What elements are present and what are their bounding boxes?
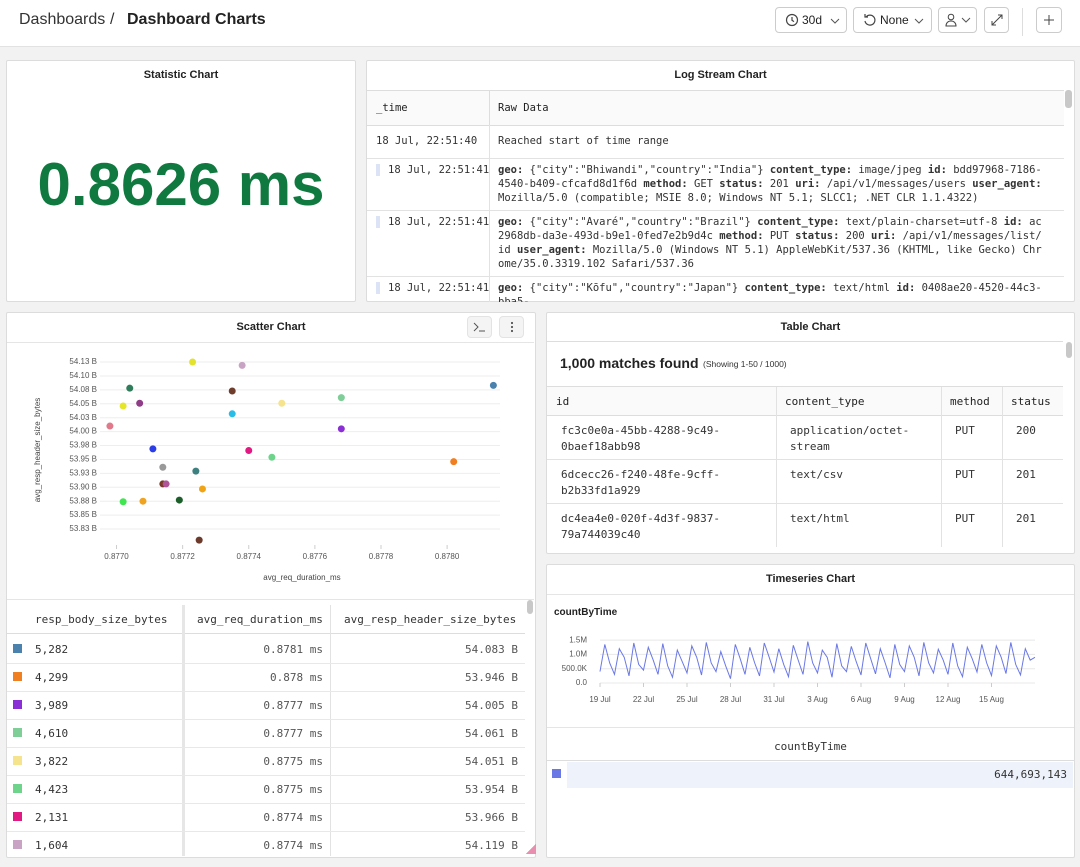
point <box>229 410 236 417</box>
x-tick-label: 19 Jul <box>589 695 611 704</box>
point <box>245 447 252 454</box>
x-tick-label: 28 Jul <box>720 695 742 704</box>
y-tick-label: 53.85 B <box>69 510 97 519</box>
y-tick-label: 53.90 B <box>69 482 97 491</box>
y-tick-label: 54.10 B <box>69 371 97 380</box>
x-tick-label: 0.8774 <box>237 552 262 561</box>
point <box>192 468 199 475</box>
y-tick-label: 54.03 B <box>69 413 97 422</box>
x-tick-label: 0.8778 <box>369 552 394 561</box>
y-tick-label: 1.5M <box>569 635 587 644</box>
x-tick-label: 22 Jul <box>633 695 655 704</box>
y-tick-label: 53.83 B <box>69 524 97 533</box>
point <box>189 359 196 366</box>
y-tick-label: 53.88 B <box>69 496 97 505</box>
x-tick-label: 9 Aug <box>894 695 914 704</box>
point <box>126 385 133 392</box>
line-series <box>600 642 1035 679</box>
point <box>120 498 127 505</box>
x-tick-label: 25 Jul <box>676 695 698 704</box>
point <box>176 497 183 504</box>
y-tick-label: 500.0K <box>562 664 588 673</box>
y-tick-label: 53.98 B <box>69 441 97 450</box>
y-tick-label: 53.93 B <box>69 468 97 477</box>
x-tick-label: 15 Aug <box>979 695 1004 704</box>
point <box>490 382 497 389</box>
point <box>149 445 156 452</box>
x-tick-label: 3 Aug <box>807 695 827 704</box>
y-tick-label: 53.95 B <box>69 455 97 464</box>
y-tick-label: 54.05 B <box>69 399 97 408</box>
y-tick-label: 54.13 B <box>69 357 97 366</box>
y-tick-label: 1.0M <box>569 650 587 659</box>
point <box>338 425 345 432</box>
point <box>338 394 345 401</box>
point <box>450 458 457 465</box>
point <box>229 387 236 394</box>
y-axis-label: avg_resp_header_size_bytes <box>33 398 42 503</box>
point <box>196 537 203 544</box>
point <box>120 403 127 410</box>
x-tick-label: 6 Aug <box>851 695 871 704</box>
x-tick-label: 12 Aug <box>936 695 961 704</box>
x-tick-label: 0.8770 <box>104 552 129 561</box>
point <box>139 498 146 505</box>
x-axis-label: avg_req_duration_ms <box>263 573 340 582</box>
point <box>199 485 206 492</box>
x-tick-label: 0.8776 <box>303 552 328 561</box>
y-tick-label: 54.00 B <box>69 427 97 436</box>
point <box>268 454 275 461</box>
point <box>136 400 143 407</box>
point <box>159 464 166 471</box>
x-tick-label: 0.8772 <box>170 552 195 561</box>
x-tick-label: 31 Jul <box>763 695 785 704</box>
point <box>163 480 170 487</box>
y-tick-label: 54.08 B <box>69 385 97 394</box>
point <box>278 400 285 407</box>
point <box>239 362 246 369</box>
point <box>106 423 113 430</box>
y-tick-label: 0.0 <box>576 678 588 687</box>
x-tick-label: 0.8780 <box>435 552 460 561</box>
